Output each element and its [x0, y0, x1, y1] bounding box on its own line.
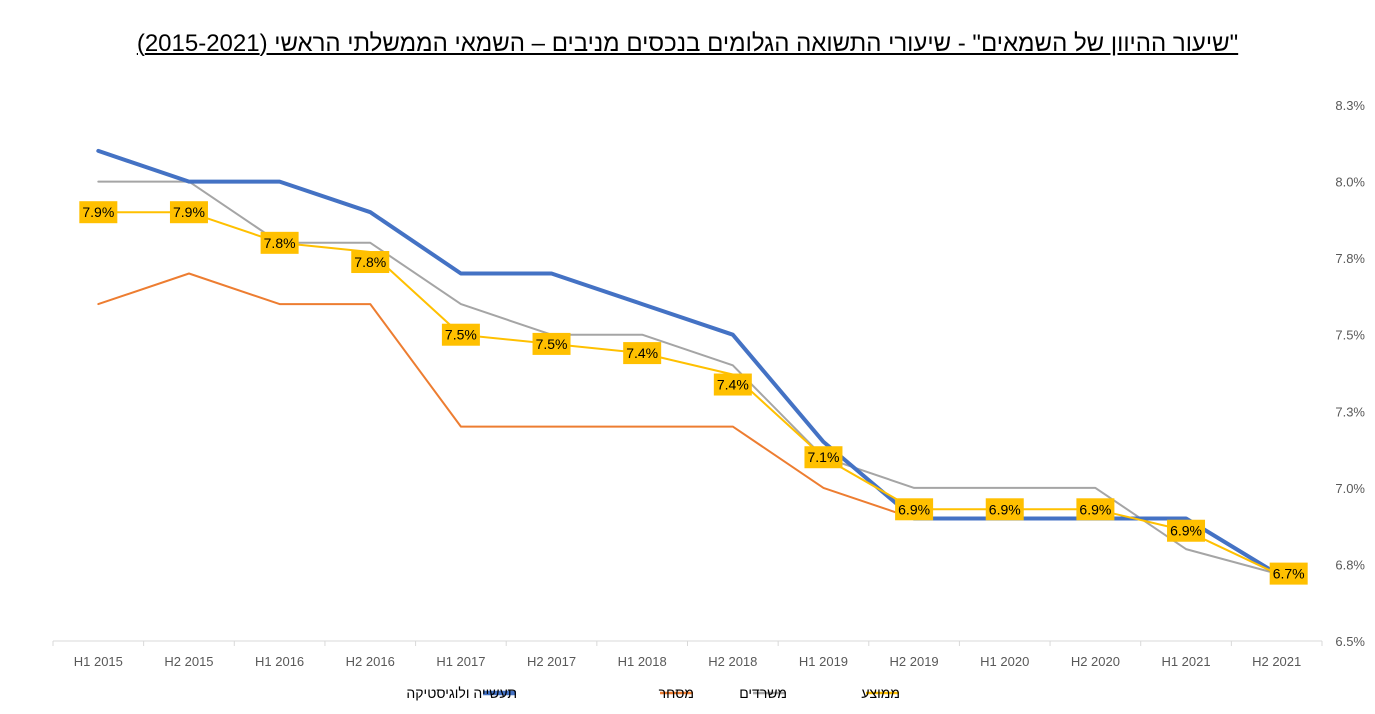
- data-label-text: 7.5%: [536, 336, 568, 352]
- data-label-box: [169, 201, 208, 224]
- data-label-box: [79, 201, 118, 224]
- data-label-box: [260, 231, 299, 254]
- x-tick-label: H1 2020: [980, 654, 1029, 669]
- data-label-box: [985, 498, 1024, 521]
- legend-item: משרדים: [739, 685, 787, 701]
- axes: H1 2015 H2 2015 H1 2016 H2 2016 H1 2017 H2 20…: [52, 98, 1365, 669]
- x-tick-label: H1 2021: [1161, 654, 1210, 669]
- data-label: 7.1%: [804, 446, 843, 469]
- data-label: 6.9%: [985, 498, 1024, 521]
- data-label-text: 7.4%: [626, 345, 658, 361]
- data-label-box: [441, 323, 480, 346]
- data-label-text: 7.1%: [808, 449, 840, 465]
- data-label-text: 7.8%: [354, 254, 386, 270]
- x-tick-label: H1 2019: [799, 654, 848, 669]
- data-label-box: [1269, 562, 1308, 585]
- y-tick-label: 7.5%: [1335, 328, 1365, 343]
- data-label-box: [1167, 519, 1206, 542]
- y-tick-label: 7.8%: [1335, 251, 1365, 266]
- x-tick-label: H1 2016: [255, 654, 304, 669]
- data-label-box: [895, 498, 934, 521]
- x-tick-label: H2 2017: [527, 654, 576, 669]
- data-label-box: [532, 332, 571, 355]
- data-label: 6.7%: [1269, 562, 1308, 585]
- data-label-box: [1076, 498, 1115, 521]
- data-label-text: 7.8%: [264, 235, 296, 251]
- x-tick-label: H2 2019: [890, 654, 939, 669]
- data-labels: 7.9% 7.9% 7.8% 7.8% 7.5% 7.5% 7.4% 7.4% 7.1% 6.9%…: [79, 201, 1308, 585]
- x-tick-label: H2 2021: [1252, 654, 1301, 669]
- x-tick-label: H2 2018: [708, 654, 757, 669]
- data-label-text: 6.9%: [898, 501, 930, 517]
- legend-item: מסחר: [659, 685, 694, 701]
- data-label-box: [351, 251, 390, 274]
- legend-label: משרדים: [739, 685, 787, 701]
- legend-item: ממוצע: [861, 685, 900, 701]
- data-label: 7.9%: [169, 201, 208, 224]
- chart-title: "שיעור ההיוון של השמאים" - שיעורי התשואה…: [136, 30, 1239, 57]
- data-label-text: 6.7%: [1273, 566, 1305, 582]
- legend-label: ממוצע: [861, 685, 900, 701]
- y-tick-label: 6.5%: [1335, 634, 1365, 649]
- y-tick-label: 8.3%: [1335, 98, 1365, 113]
- data-label: 6.9%: [1167, 519, 1206, 542]
- data-label-text: 7.9%: [173, 204, 205, 220]
- data-label-box: [804, 446, 843, 469]
- data-label-text: 6.9%: [1170, 523, 1202, 539]
- data-label: 7.8%: [260, 231, 299, 254]
- legend-label: מסחר: [659, 685, 694, 701]
- data-label: 7.4%: [713, 373, 752, 396]
- data-label: 7.8%: [351, 251, 390, 274]
- legend-item: תעשייה ולוגיסטיקה: [406, 685, 517, 701]
- y-tick-label: 6.8%: [1335, 557, 1365, 572]
- data-label-text: 6.9%: [1079, 501, 1111, 517]
- data-label-box: [623, 342, 662, 365]
- data-label-text: 7.9%: [82, 204, 114, 220]
- x-tick-label: H1 2018: [618, 654, 667, 669]
- data-label-text: 7.5%: [445, 327, 477, 343]
- x-tick-label: H1 2017: [436, 654, 485, 669]
- legend: תעשייה ולוגיסטיקה מסחר משרדים ממוצע: [406, 685, 900, 701]
- data-label: 7.4%: [623, 342, 662, 365]
- y-tick-label: 8.0%: [1335, 175, 1365, 190]
- x-tick-label: H2 2016: [346, 654, 395, 669]
- data-label: 6.9%: [895, 498, 934, 521]
- y-tick-label: 7.0%: [1335, 481, 1365, 496]
- legend-label: תעשייה ולוגיסטיקה: [406, 685, 517, 701]
- data-label-text: 7.4%: [717, 377, 749, 393]
- y-tick-label: 7.3%: [1335, 404, 1365, 419]
- data-label-text: 6.9%: [989, 501, 1021, 517]
- data-label: 7.5%: [532, 332, 571, 355]
- data-label: 7.5%: [441, 323, 480, 346]
- data-label: 6.9%: [1076, 498, 1115, 521]
- x-tick-label: H1 2015: [74, 654, 123, 669]
- data-label-box: [713, 373, 752, 396]
- x-tick-label: H2 2020: [1071, 654, 1120, 669]
- x-tick-label: H2 2015: [164, 654, 213, 669]
- data-label: 7.9%: [79, 201, 118, 224]
